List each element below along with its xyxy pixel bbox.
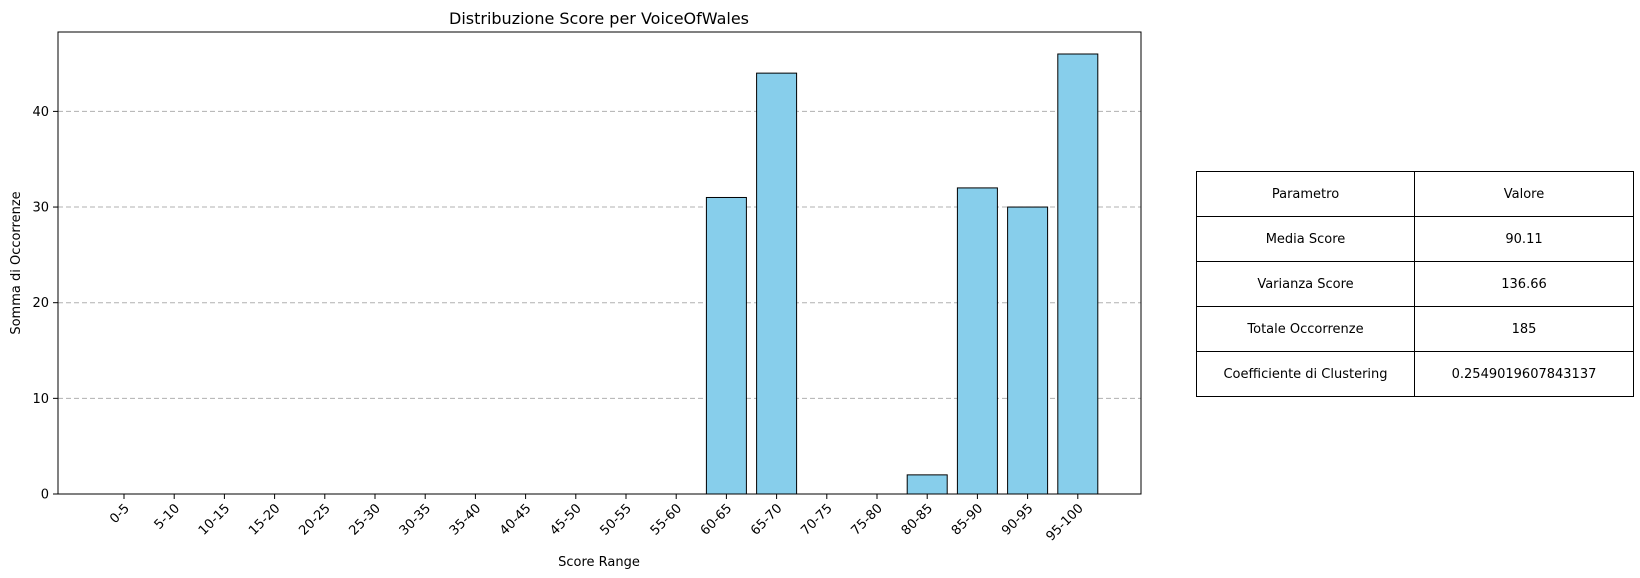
table-cell-value: 90.11 (1414, 216, 1634, 262)
bar-65-70 (756, 72, 798, 495)
x-tick-label: 10-15 (196, 501, 233, 538)
x-tick-label: 35-40 (447, 501, 484, 538)
table-row: Totale Occorrenze 185 (1196, 306, 1634, 352)
y-tick-label: 30 (32, 201, 49, 216)
y-axis-label: Somma di Occorrenze (9, 191, 24, 334)
x-tick-label: 75-80 (849, 501, 886, 538)
x-tick-label: 50-55 (598, 501, 635, 538)
y-tick-label: 0 (41, 488, 49, 503)
bar-95-100 (1057, 53, 1099, 495)
x-tick-label: 80-85 (899, 501, 936, 538)
y-tick-label: 20 (32, 296, 49, 311)
table-header-param: Parametro (1196, 171, 1415, 217)
table-cell-param: Media Score (1196, 216, 1415, 262)
y-axis-ticks: 0 10 20 30 40 (32, 105, 58, 503)
table-cell-param: Coefficiente di Clustering (1196, 351, 1415, 397)
x-tick-label: 55-60 (648, 501, 685, 538)
x-tick-label: 70-75 (798, 501, 835, 538)
x-tick-label: 15-20 (246, 501, 283, 538)
x-tick-label: 40-45 (497, 501, 534, 538)
table-header-value: Valore (1414, 171, 1634, 217)
bars (705, 53, 1099, 495)
x-tick-label: 0-5 (107, 501, 133, 527)
x-tick-label: 85-90 (949, 501, 986, 538)
x-tick-label: 90-95 (999, 501, 1036, 538)
x-tick-label: 25-30 (347, 501, 384, 538)
table-cell-value: 185 (1414, 306, 1634, 352)
chart-title: Distribuzione Score per VoiceOfWales (449, 9, 749, 28)
x-tick-label: 60-65 (698, 501, 735, 538)
x-tick-label: 5-10 (152, 501, 183, 532)
bar-80-85 (906, 474, 948, 495)
x-axis-label: Score Range (558, 555, 640, 570)
x-axis-ticks: 0-5 5-10 10-15 15-20 20-25 25-30 30-35 35-40 40-… (107, 494, 1087, 544)
table-cell-value: 0.2549019607843137 (1414, 351, 1634, 397)
table-cell-value: 136.66 (1414, 261, 1634, 307)
plot-area-frame (57, 31, 1142, 495)
y-tick-label: 10 (32, 392, 49, 407)
x-tick-label: 20-25 (296, 501, 333, 538)
y-tick-label: 40 (32, 105, 49, 120)
x-tick-label: 45-50 (547, 501, 584, 538)
x-tick-label: 95-100 (1043, 501, 1086, 544)
table-row: Coefficiente di Clustering 0.25490196078… (1196, 351, 1634, 397)
bar-60-65 (705, 196, 747, 495)
x-tick-label: 30-35 (397, 501, 434, 538)
stats-table: Parametro Valore Media Score 90.11 Varia… (1196, 171, 1634, 397)
table-header-row: Parametro Valore (1196, 171, 1634, 217)
table-cell-param: Totale Occorrenze (1196, 306, 1415, 352)
bar-90-95 (1007, 206, 1049, 495)
bar-85-90 (956, 187, 998, 495)
grid-lines (58, 110, 1141, 399)
table-row: Media Score 90.11 (1196, 216, 1634, 262)
table-row: Varianza Score 136.66 (1196, 261, 1634, 307)
table-cell-param: Varianza Score (1196, 261, 1415, 307)
x-tick-label: 65-70 (748, 501, 785, 538)
